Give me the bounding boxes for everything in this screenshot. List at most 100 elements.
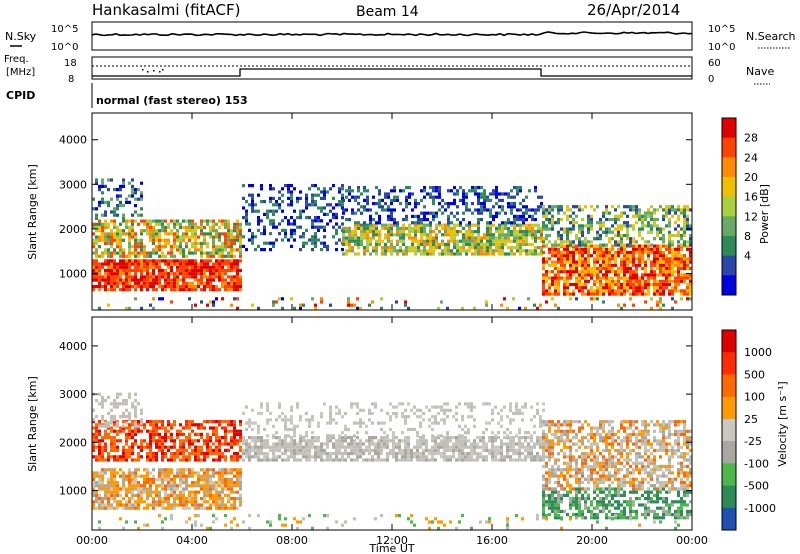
x-axis-label: Time UT [368,542,414,554]
velocity-region-midday [242,436,545,462]
colorbar-swatch [722,196,736,217]
colorbar-tick-label: -500 [744,480,769,493]
colorbar-tick-label: 28 [744,132,758,145]
x-tick-label: 00:00 [76,534,108,547]
colorbar-tick-label: -1000 [744,502,776,515]
sky-noise-line [91,31,693,37]
search-label: N.Search [746,30,796,43]
colorbar-tick-label: 16 [744,191,758,204]
colorbar-tick-label: 24 [744,151,758,164]
y-tick-label: 1000 [59,484,87,497]
colorbar-tick-label: 500 [744,368,765,381]
colorbar-swatch [722,118,736,139]
search-tick-bottom: 10^0 [708,42,735,53]
freq-tick-bottom: 8 [68,74,74,85]
sky-noise-panel: N.Sky 10^5 10^0 10^5 10^0 N.Search [5,21,796,53]
velocity-ylabel: Slant Range [km] [26,376,39,472]
freq-label: Freq. [4,54,29,65]
power-region-morning [242,184,344,252]
station-title: Hankasalmi (fitACF) [92,1,240,19]
power-region-near [98,297,692,310]
velocity-data-layer [92,392,692,530]
colorbar-swatch [722,255,736,276]
power-axes: 1000 2000 3000 4000 [59,113,693,310]
nave-tick-top: 60 [708,58,721,69]
colorbar-swatch [722,352,736,375]
sky-tick-bottom: 10^0 [51,42,78,53]
colorbar-tick-label: 25 [744,413,758,426]
x-tick-label: 20:00 [576,534,608,547]
velocity-region-high-early [92,392,143,428]
velocity-region-mid-early [92,420,242,462]
power-region-low-early [92,259,242,292]
colorbar-tick-label: 12 [744,210,758,223]
velocity-region-evening-mid [542,420,692,491]
colorbar-tick-label: 100 [744,391,765,404]
colorbar-tick-label: 20 [744,171,758,184]
velocity-axes: 1000 2000 3000 4000 00:00 04:00 08:00 12:00 16:0… [59,317,708,547]
velocity-panel: 1000 2000 3000 4000 00:00 04:00 08:00 12:00 16:0… [26,316,708,554]
freq-dots [142,69,164,73]
power-region-evening-low [542,244,692,296]
search-tick-top: 10^5 [708,24,735,35]
power-data-layer [92,178,692,310]
date-title: 26/Apr/2014 [587,1,680,19]
velocity-colorbar-label: Velocity [m s⁻¹] [776,381,789,466]
power-colorbar-label: Power [dB] [758,184,771,244]
colorbar-frame [721,117,737,296]
velocity-region-midday-high [242,402,545,438]
colorbar-tick-label: 4 [744,250,751,263]
x-tick-label: 16:00 [476,534,508,547]
frequency-panel: Freq. [MHz] 18 8 60 0 Nave CPID normal (… [4,54,774,108]
y-tick-label: 3000 [59,178,87,191]
colorbar-swatch [722,374,736,398]
y-tick-label: 4000 [59,340,87,353]
colorbar-swatch [722,441,736,464]
colorbar-tick-label: -100 [744,457,769,470]
colorbar-swatch [722,330,736,353]
freq-unit-label: [MHz] [6,67,35,78]
colorbar-swatch [722,463,736,486]
colorbar-swatch [722,137,736,158]
y-tick-label: 3000 [59,388,87,401]
x-tick-label: 08:00 [276,534,308,547]
nave-label: Nave [746,65,774,78]
colorbar-tick-label: 8 [744,230,751,243]
velocity-region-low-early [92,468,242,510]
colorbar-swatch [722,216,736,237]
colorbar-swatch [722,177,736,198]
cpid-label: CPID [6,89,35,102]
mode-text: normal (fast stereo) 153 [96,94,248,107]
colorbar-swatch [722,418,736,442]
colorbar-frame [721,329,737,531]
power-region-mid-early [92,219,242,258]
velocity-colorbar: 1000 500 100 25 -25 -100 -500 -1000 [721,329,776,531]
y-tick-label: 2000 [59,436,87,449]
power-region-evening-mid [542,205,692,247]
colorbar-swatch [722,157,736,178]
power-ylabel: Slant Range [km] [26,164,39,260]
freq-tick-top: 18 [64,58,77,69]
sky-tick-top: 10^5 [51,24,78,35]
x-tick-label: 04:00 [176,534,208,547]
colorbar-swatch [722,275,736,296]
colorbar-tick-label: -25 [744,435,762,448]
y-tick-label: 4000 [59,134,87,147]
colorbar-swatch [722,485,736,509]
power-region-midday [342,223,543,256]
x-tick-label: 12:00 [376,534,408,547]
colorbar-swatch [722,507,736,531]
beam-title: Beam 14 [356,4,419,20]
colorbar-swatch [722,396,736,420]
nave-tick-bottom: 0 [708,74,714,85]
power-region-high-early [92,178,143,220]
y-tick-label: 2000 [59,223,87,236]
power-region-midday-high [342,186,543,225]
y-tick-label: 1000 [59,267,87,280]
colorbar-tick-label: 1000 [744,346,772,359]
x-tick-label: 00:00 [676,534,708,547]
sky-label: N.Sky [5,30,37,43]
power-panel: 1000 2000 3000 4000 Slant Range [km] [26,112,693,311]
velocity-region-near [98,514,680,530]
